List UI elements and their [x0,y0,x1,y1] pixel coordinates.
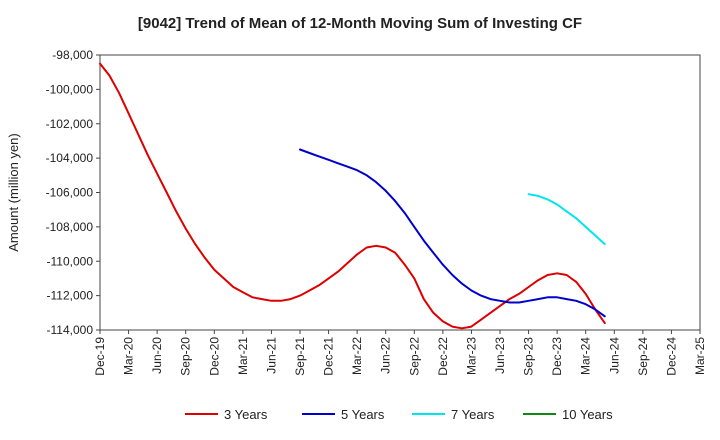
series-line-7-years [527,193,606,246]
x-tick-label: Mar-22 [350,337,364,375]
x-tick-label: Dec-22 [436,337,450,376]
chart-title: [9042] Trend of Mean of 12-Month Moving … [138,15,582,32]
y-tick-label: -104,000 [46,151,94,165]
x-tick-label: Sep-20 [179,337,193,376]
x-tick-label: Sep-23 [522,337,536,376]
legend: 3 Years 5 Years 7 Years 10 Years [185,407,613,422]
series-group [99,62,606,330]
x-tick-label: Dec-21 [322,337,336,376]
legend-label: 7 Years [451,407,495,422]
y-tick-label: -102,000 [46,117,94,131]
plot-area [99,54,701,331]
x-tick-label: Sep-21 [293,337,307,376]
y-tick-label: -112,000 [47,289,94,303]
x-tick-label: Dec-24 [664,337,678,376]
y-tick-label: -106,000 [46,186,94,200]
x-tick-label: Mar-21 [236,337,250,375]
y-tick-label: -100,000 [46,82,94,96]
x-tick-label: Dec-19 [93,337,107,376]
y-tick-label: -114,000 [47,323,94,337]
series-line-3-years [99,62,606,330]
series-line-5-years [299,148,606,318]
x-tick-label: Jun-22 [379,337,393,374]
legend-label: 10 Years [562,407,613,422]
x-tick-label: Sep-24 [636,337,650,376]
legend-label: 3 Years [224,407,268,422]
x-tick-label: Mar-25 [693,337,707,375]
x-tick-label: Mar-24 [579,337,593,375]
y-tick-label: -108,000 [46,220,94,234]
x-tick-label: Jun-20 [150,337,164,374]
x-axis: Dec-19 Mar-20 Jun-20 Sep-20 Dec-20 Mar-21 Jun-… [93,330,707,376]
x-tick-label: Mar-20 [122,337,136,375]
x-tick-label: Mar-23 [464,337,478,375]
x-tick-label: Dec-20 [207,337,221,376]
x-tick-label: Jun-21 [264,337,278,374]
y-tick-label: -98,000 [52,48,93,62]
x-tick-label: Jun-24 [607,337,621,374]
legend-label: 5 Years [341,407,385,422]
x-tick-label: Dec-23 [550,337,564,376]
x-tick-label: Sep-22 [407,337,421,376]
x-tick-label: Jun-23 [493,337,507,374]
y-tick-label: -110,000 [47,254,94,268]
y-axis: -98,000 -100,000 -102,000 -104,000 -106,000 -… [46,48,100,337]
plot-background [100,55,700,330]
y-axis-title: Amount (million yen) [6,133,21,252]
